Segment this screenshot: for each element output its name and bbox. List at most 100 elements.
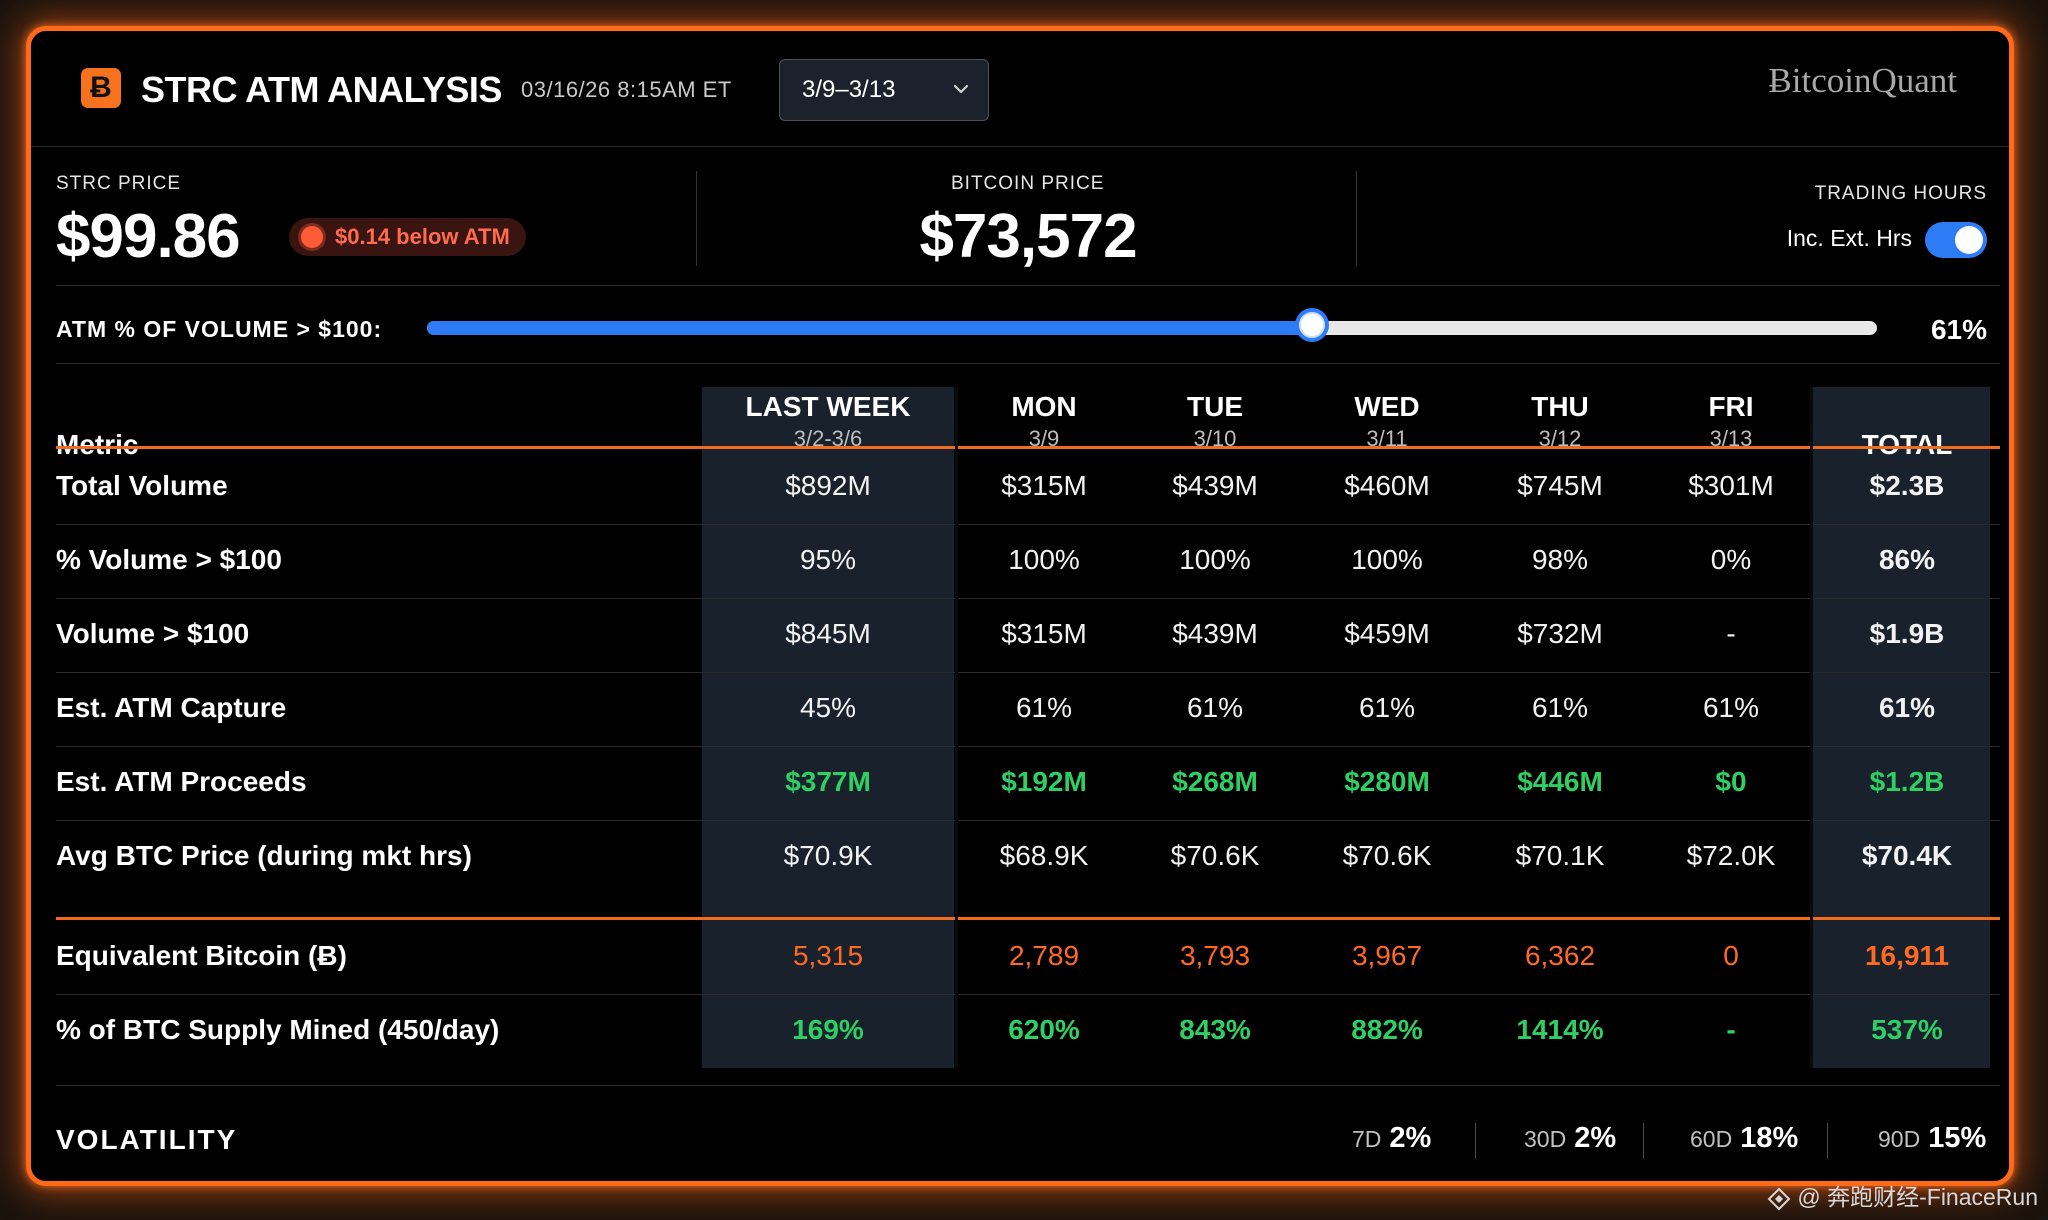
table-cell: 45% — [799, 692, 857, 723]
table-cell: - — [1726, 618, 1736, 649]
table-cell: 61% — [1702, 692, 1760, 723]
table-cell: 61% — [1531, 692, 1589, 723]
atm-volume-slider[interactable] — [427, 312, 1877, 338]
table-cell: 169% — [792, 1014, 864, 1045]
volatility-period: 7D — [1352, 1126, 1382, 1152]
volatility-item: 7D 2% — [1352, 1122, 1431, 1155]
column-header: MON — [1011, 391, 1077, 422]
divider — [56, 285, 2000, 286]
table-cell: $1.9B — [1869, 618, 1945, 649]
atm-volume-label: ATM % OF VOLUME > $100: — [56, 316, 383, 342]
table-cell: 95% — [799, 544, 857, 575]
column-header: FRI — [1708, 391, 1754, 422]
table-cell: $1.2B — [1869, 766, 1945, 797]
table-cell: $72.0K — [1686, 840, 1776, 871]
table-cell: $745M — [1517, 470, 1603, 501]
table-cell: $0 — [1715, 766, 1747, 797]
stat-divider — [1356, 171, 1357, 266]
dashboard-panel: Ƀ STRC ATM ANALYSIS 03/16/26 8:15AM ET 3… — [26, 26, 2014, 1186]
row-label: Volume > $100 — [56, 618, 250, 649]
volatility-value: 15% — [1928, 1122, 1987, 1154]
total-column-bg — [1811, 387, 1990, 1068]
table-cell: 2,789 — [1008, 940, 1080, 971]
table-cell: 6,362 — [1524, 940, 1596, 971]
row-label: Equivalent Bitcoin (Ƀ) — [56, 940, 347, 971]
table-cell: 5,315 — [792, 940, 864, 971]
column-divider — [1810, 387, 1813, 1068]
volatility-item: 90D 15% — [1878, 1122, 1986, 1155]
table-cell: $439M — [1172, 470, 1258, 501]
volatility-item: 30D 2% — [1524, 1122, 1616, 1155]
row-label: Avg BTC Price (during mkt hrs) — [56, 840, 472, 871]
bitcoin-price-value: $73,572 — [919, 202, 1137, 271]
table-cell: $460M — [1344, 470, 1430, 501]
diamond-icon — [1767, 1187, 1791, 1211]
bitcoin-logo-icon: Ƀ — [81, 68, 121, 108]
table-cell: $192M — [1001, 766, 1087, 797]
table-cell: $70.1K — [1515, 840, 1605, 871]
row-divider — [56, 994, 2000, 995]
table-cell: $446M — [1517, 766, 1603, 797]
table-cell: 100% — [1179, 544, 1251, 575]
table-cell: 537% — [1871, 1014, 1943, 1045]
volatility-divider — [1475, 1123, 1476, 1159]
row-label: % of BTC Supply Mined (450/day) — [56, 1014, 500, 1045]
table-cell: 100% — [1351, 544, 1423, 575]
table-cell: 3,967 — [1351, 940, 1423, 971]
volatility-period: 60D — [1690, 1126, 1733, 1152]
ext-hours-toggle[interactable] — [1925, 222, 1987, 258]
table-cell: 100% — [1008, 544, 1080, 575]
column-header: WED — [1354, 391, 1420, 422]
table-cell: $892M — [785, 470, 871, 501]
brand-logo: ɃitcoinQuant — [1768, 61, 1957, 100]
row-divider — [56, 524, 2000, 525]
table-cell: $70.9K — [783, 840, 873, 871]
bitcoin-price-label: BITCOIN PRICE — [951, 173, 1105, 194]
chevron-down-icon — [953, 84, 969, 94]
table-cell: 0 — [1723, 940, 1739, 971]
table-cell: $301M — [1688, 470, 1774, 501]
slider-handle[interactable] — [1299, 312, 1325, 338]
row-divider — [56, 672, 2000, 673]
volatility-period: 90D — [1878, 1126, 1921, 1152]
volatility-value: 2% — [1389, 1122, 1432, 1154]
slider-fill — [427, 321, 1312, 335]
table-cell: $459M — [1344, 618, 1430, 649]
table-cell: - — [1726, 1014, 1736, 1045]
metrics-table: Metric LAST WEEK 3/2-3/6 MON 3/9 TUE 3/10 WED 3/… — [56, 387, 2000, 1068]
table-cell: 620% — [1008, 1014, 1080, 1045]
table-cell: 98% — [1531, 544, 1589, 575]
date-range-select[interactable]: 3/9–3/13 — [779, 59, 989, 121]
ext-hours-label: Inc. Ext. Hrs — [1786, 225, 1912, 251]
table-cell: $70.6K — [1170, 840, 1260, 871]
divider — [56, 363, 2000, 364]
page-title: STRC ATM ANALYSIS — [141, 69, 502, 110]
below-atm-badge: $0.14 below ATM — [289, 218, 526, 256]
volatility-divider — [1827, 1123, 1828, 1159]
table-cell: $315M — [1001, 470, 1087, 501]
table-cell: $70.4K — [1861, 840, 1953, 871]
strc-price-label: STRC PRICE — [56, 173, 182, 194]
table-cell: 61% — [1878, 692, 1936, 723]
table-cell: 0% — [1710, 544, 1752, 575]
volatility-label: VOLATILITY — [56, 1124, 238, 1155]
table-cell: 882% — [1351, 1014, 1423, 1045]
column-divider — [955, 387, 958, 1068]
column-header: TUE — [1187, 391, 1243, 422]
table-cell: $315M — [1001, 618, 1087, 649]
strc-price-value: $99.86 — [56, 202, 241, 271]
row-label: Est. ATM Capture — [56, 692, 287, 723]
stat-divider — [696, 171, 697, 266]
row-divider — [56, 598, 2000, 599]
table-cell: 3,793 — [1179, 940, 1251, 971]
table-cell: $2.3B — [1869, 470, 1945, 501]
watermark: @ 奔跑财经-FinaceRun — [1767, 1178, 2038, 1212]
table-cell: 61% — [1186, 692, 1244, 723]
date-range-value: 3/9–3/13 — [802, 76, 896, 103]
table-cell: $439M — [1172, 618, 1258, 649]
table-cell: 86% — [1878, 544, 1936, 575]
row-label: Est. ATM Proceeds — [56, 766, 307, 797]
table-cell: $377M — [785, 766, 871, 797]
row-divider — [56, 820, 2000, 821]
table-cell: 16,911 — [1864, 940, 1950, 971]
